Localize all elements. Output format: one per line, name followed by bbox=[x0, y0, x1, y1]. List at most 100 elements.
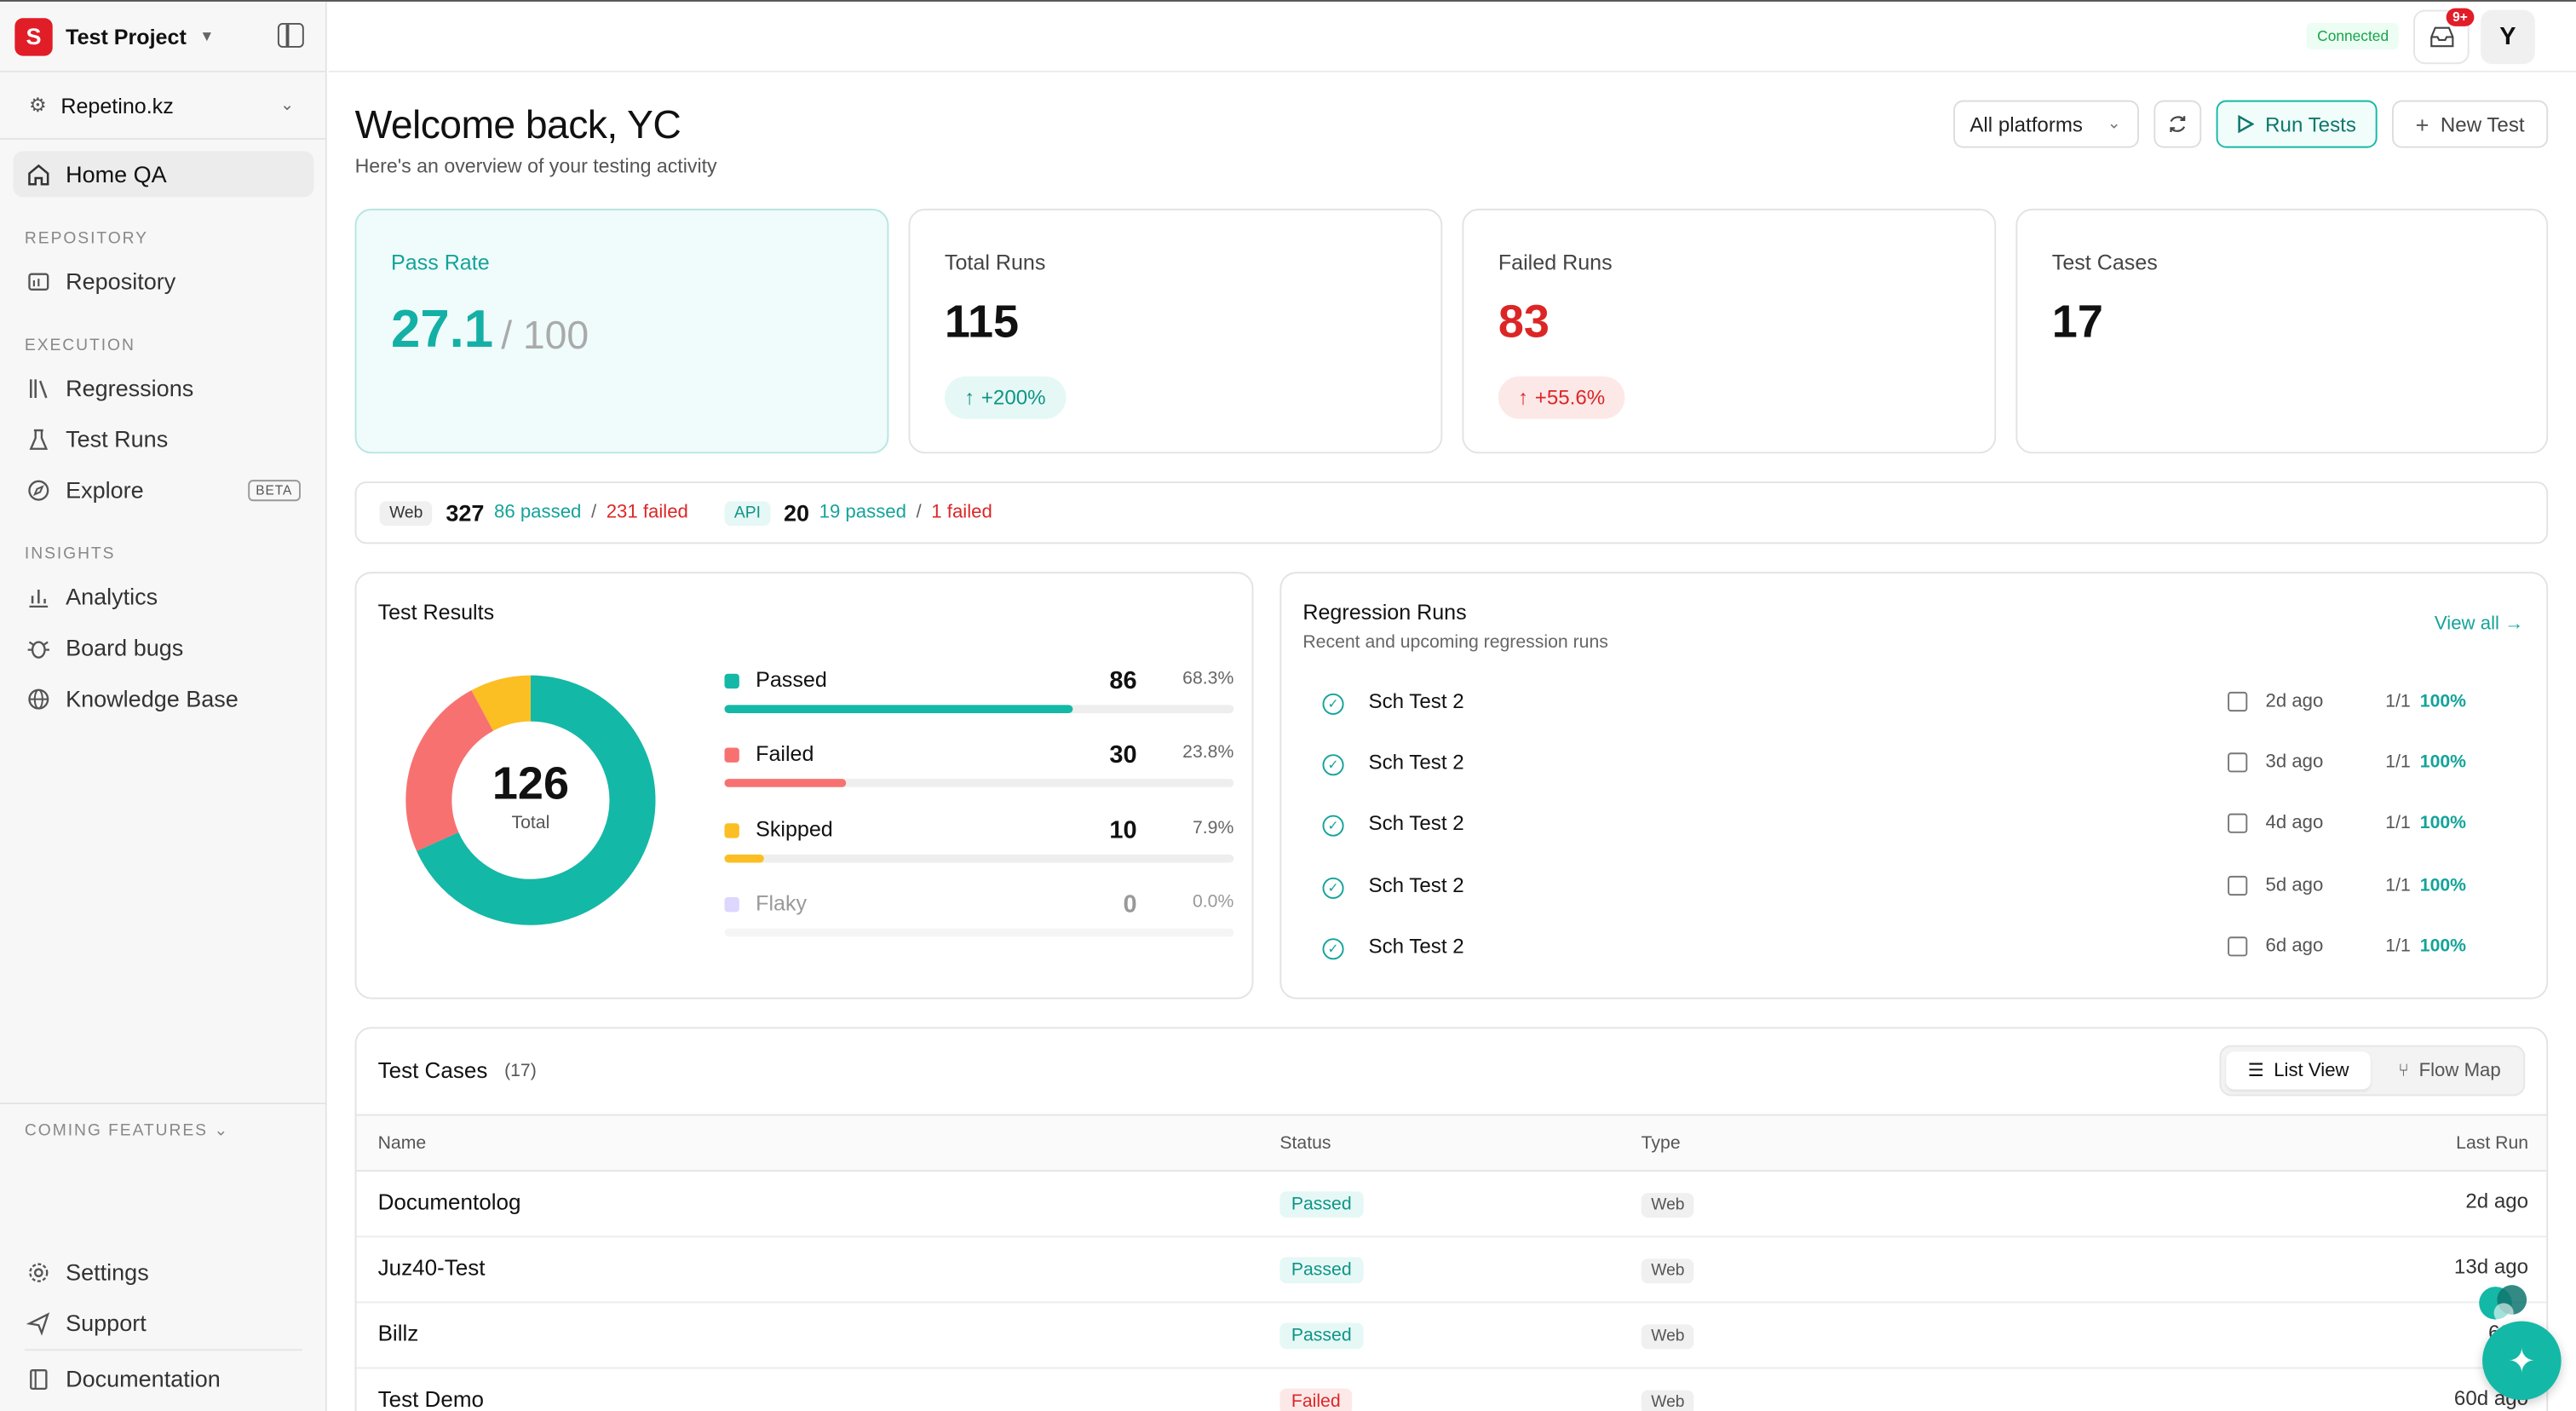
sidebar-item-label: Analytics bbox=[66, 583, 158, 610]
sidebar-item-label: Settings bbox=[66, 1258, 149, 1286]
check-circle-icon: ✓ bbox=[1322, 754, 1344, 776]
status-badge: Failed bbox=[1279, 1388, 1353, 1411]
sidebar-item-knowledge-base[interactable]: Knowledge Base bbox=[13, 676, 313, 722]
type-badge: Web bbox=[1641, 1324, 1695, 1350]
coming-features-toggle[interactable]: COMING FEATURES ⌄ bbox=[25, 1122, 229, 1140]
calendar-icon bbox=[2228, 875, 2248, 896]
status-badge: Passed bbox=[1279, 1322, 1364, 1350]
platform-tag-web: Web bbox=[379, 500, 433, 526]
table-row[interactable]: Documentolog Passed Web 2d ago bbox=[356, 1172, 2547, 1238]
regression-fraction: 1/1 bbox=[2385, 691, 2411, 712]
table-row[interactable]: Juz40-Test Passed Web 13d ago bbox=[356, 1237, 2547, 1304]
type-badge: Web bbox=[1641, 1390, 1695, 1411]
column-header-status[interactable]: Status bbox=[1279, 1133, 1331, 1154]
legend-count: 86 bbox=[1109, 666, 1137, 695]
regression-row[interactable]: ✓ Sch Test 2 6d ago 1/1 100% bbox=[1318, 931, 2517, 970]
project-name: Test Project bbox=[66, 23, 187, 49]
compass-icon bbox=[25, 476, 51, 503]
flow-map-tab[interactable]: ⑂ Flow Map bbox=[2378, 1051, 2522, 1089]
stat-value: 83 bbox=[1498, 296, 1550, 347]
sidebar-item-repository[interactable]: Repository bbox=[13, 258, 313, 304]
org-switcher[interactable]: ⚙ Repetino.kz ⌄ bbox=[0, 72, 327, 140]
sidebar-item-regressions[interactable]: Regressions bbox=[13, 365, 313, 411]
platform-passed: 19 passed bbox=[819, 503, 906, 523]
regression-pct: 100% bbox=[2419, 813, 2467, 833]
table-header: Name Status Type Last Run bbox=[356, 1114, 2547, 1172]
type-badge: Web bbox=[1641, 1258, 1695, 1284]
regression-name: Sch Test 2 bbox=[1368, 689, 1464, 713]
donut-total-label: Total bbox=[511, 813, 550, 833]
regression-fraction: 1/1 bbox=[2385, 875, 2411, 896]
test-case-name: Documentolog bbox=[377, 1189, 521, 1215]
legend-row: Flaky 0 0.0% bbox=[724, 890, 1234, 940]
regression-runs-card: Regression Runs Recent and upcoming regr… bbox=[1279, 572, 2549, 999]
legend-pct: 7.9% bbox=[1192, 818, 1234, 838]
progress-fill bbox=[724, 779, 846, 787]
column-header-last-run[interactable]: Last Run bbox=[2456, 1133, 2529, 1154]
column-header-type[interactable]: Type bbox=[1641, 1133, 1681, 1154]
view-all-link[interactable]: View all → bbox=[2434, 614, 2524, 635]
card-title: Regression Runs bbox=[1302, 599, 1467, 625]
sidebar-item-home[interactable]: Home QA bbox=[13, 151, 314, 198]
legend-swatch bbox=[724, 673, 739, 689]
project-switcher[interactable]: S Test Project ▼ bbox=[0, 2, 327, 72]
sidebar-item-documentation[interactable]: Documentation bbox=[13, 1356, 313, 1402]
regression-pct: 100% bbox=[2419, 875, 2467, 896]
table-row[interactable]: Test Demo Failed Web 60d ago bbox=[356, 1368, 2546, 1411]
failed-runs-card: Failed Runs 83 ↑ +55.6% bbox=[1462, 208, 1997, 454]
platform-count: 327 bbox=[446, 499, 485, 527]
regression-name: Sch Test 2 bbox=[1368, 935, 1464, 959]
library-icon bbox=[25, 375, 51, 401]
run-tests-button[interactable]: Run Tests bbox=[2216, 100, 2378, 148]
legend-count: 10 bbox=[1109, 816, 1137, 845]
new-test-button[interactable]: + New Test bbox=[2391, 100, 2549, 148]
table-row[interactable]: Billz Passed Web 60... bbox=[356, 1303, 2547, 1369]
total-runs-card: Total Runs 115 ↑ +200% bbox=[908, 208, 1443, 454]
sidebar-item-support[interactable]: Support bbox=[13, 1299, 313, 1345]
legend-row: Failed 30 23.8% bbox=[724, 740, 1234, 791]
platform-select-value: All platforms bbox=[1969, 112, 2084, 136]
new-test-label: New Test bbox=[2440, 112, 2525, 136]
test-cases-card: Test Cases 17 bbox=[2015, 208, 2549, 454]
column-header-name[interactable]: Name bbox=[377, 1133, 427, 1154]
ai-assistant-button[interactable]: ✦ bbox=[2482, 1321, 2562, 1401]
regression-row[interactable]: ✓ Sch Test 2 4d ago 1/1 100% bbox=[1318, 809, 2517, 848]
regression-row[interactable]: ✓ Sch Test 2 5d ago 1/1 100% bbox=[1318, 871, 2517, 910]
home-icon bbox=[25, 161, 51, 187]
sidebar-item-board-bugs[interactable]: Board bugs bbox=[13, 625, 313, 671]
regression-row[interactable]: ✓ Sch Test 2 2d ago 1/1 100% bbox=[1318, 687, 2517, 726]
list-view-tab[interactable]: ☰ List View bbox=[2226, 1051, 2371, 1090]
regression-row[interactable]: ✓ Sch Test 2 3d ago 1/1 100% bbox=[1318, 747, 2517, 786]
legend-pct: 23.8% bbox=[1182, 742, 1234, 763]
sidebar-item-test-runs[interactable]: Test Runs bbox=[13, 416, 313, 462]
stat-label: Pass Rate bbox=[390, 250, 490, 275]
sidebar-item-label: Documentation bbox=[66, 1365, 221, 1392]
sidebar-item-settings[interactable]: Settings bbox=[13, 1249, 313, 1295]
stat-value: 27.1 bbox=[390, 298, 494, 359]
avatar[interactable]: Y bbox=[2481, 9, 2535, 65]
platform-select[interactable]: All platforms ⌄ bbox=[1953, 100, 2139, 148]
test-results-card: Test Results 126 Total Passed 86 68.3% F… bbox=[354, 572, 1254, 999]
legend-count: 0 bbox=[1123, 890, 1137, 919]
toggle-sidebar-icon[interactable] bbox=[277, 22, 304, 48]
regression-name: Sch Test 2 bbox=[1368, 873, 1464, 897]
legend-count: 30 bbox=[1109, 740, 1137, 769]
legend-name: Skipped bbox=[756, 816, 833, 842]
test-cases-count: (17) bbox=[504, 1061, 537, 1081]
legend-swatch bbox=[724, 747, 739, 763]
inbox-button[interactable]: 9+ bbox=[2413, 8, 2475, 65]
test-cases-table-card: Test Cases (17) ☰ List View ⑂ Flow Map N… bbox=[354, 1027, 2549, 1411]
change-value: +200% bbox=[980, 386, 1046, 410]
stat-suffix: / 100 bbox=[501, 314, 589, 359]
sidebar-item-analytics[interactable]: Analytics bbox=[13, 573, 313, 619]
tab-label: List View bbox=[2274, 1060, 2349, 1081]
progress-track bbox=[724, 854, 1234, 863]
sidebar-item-label: Repository bbox=[66, 268, 176, 295]
org-icon: ⚙ bbox=[28, 93, 47, 117]
refresh-button[interactable] bbox=[2153, 100, 2202, 148]
sidebar-item-label: Test Runs bbox=[66, 425, 169, 452]
calendar-icon bbox=[2228, 691, 2248, 712]
legend-name: Passed bbox=[756, 666, 827, 692]
view-toggle: ☰ List View ⑂ Flow Map bbox=[2219, 1045, 2526, 1097]
sidebar-item-explore[interactable]: Explore BETA bbox=[13, 467, 313, 513]
